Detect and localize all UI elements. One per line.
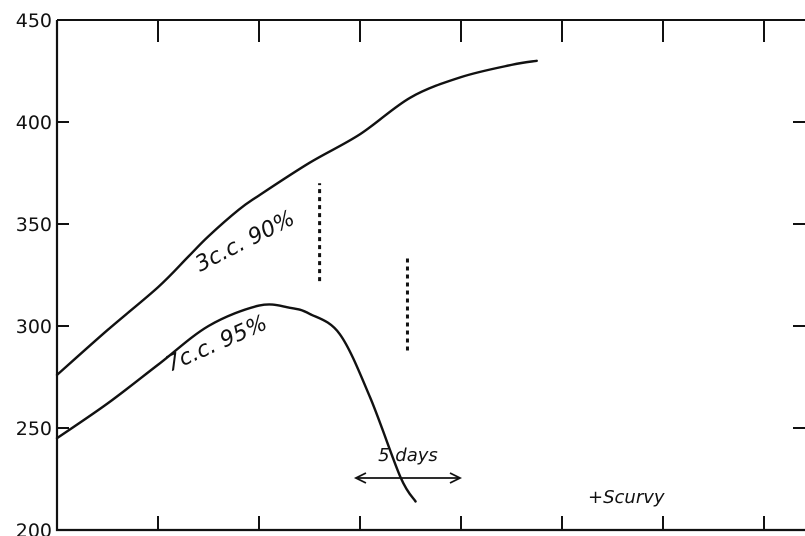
y-tick-label: 200 xyxy=(16,520,52,536)
arrowhead-right-icon xyxy=(449,472,463,484)
series-line-1 xyxy=(55,59,538,377)
y-tick-label: 250 xyxy=(16,418,52,440)
arrowhead-left-icon xyxy=(353,472,367,484)
y-tick-label: 450 xyxy=(16,10,52,32)
y-tick-label: 350 xyxy=(16,214,52,236)
y-tick-label: 400 xyxy=(16,112,52,134)
series-line-2 xyxy=(55,303,417,503)
series-label-1: 3c.c. 90% xyxy=(191,206,299,277)
scurvy-annotation: +Scurvy xyxy=(588,487,665,508)
interval-label: 5 days xyxy=(378,445,438,466)
y-tick-label: 300 xyxy=(16,316,52,338)
